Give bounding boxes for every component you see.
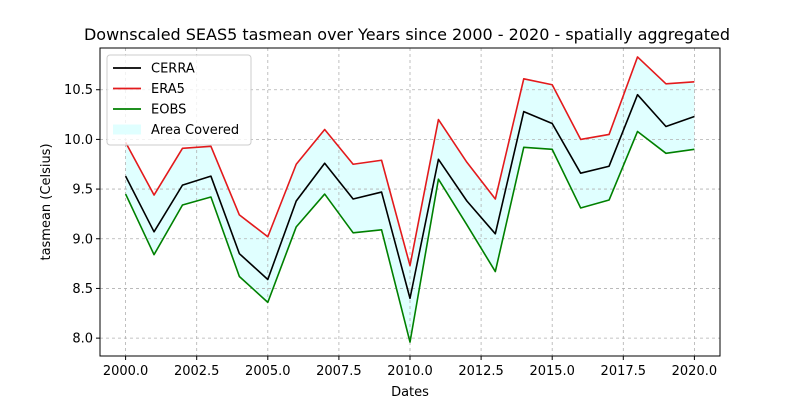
- chart-title: Downscaled SEAS5 tasmean over Years sinc…: [84, 25, 730, 44]
- legend: CERRA ERA5 EOBS Area Covered: [106, 54, 252, 146]
- x-tick-label: 2017.5: [601, 364, 647, 379]
- y-axis-ticks: 8.0 8.5 9.0 9.5 10.0 10.5: [64, 83, 100, 347]
- x-axis-label: Dates: [391, 385, 429, 400]
- series-layer: [124, 56, 695, 343]
- x-axis-ticks: 2000.0 2002.5 2005.0 2007.5 2010.0 2012.5 2015…: [103, 356, 717, 379]
- x-tick-label: 2020.0: [672, 364, 718, 379]
- series-line-eobs: [124, 130, 695, 343]
- legend-label: Area Covered: [151, 123, 239, 138]
- series-line-cerra: [124, 93, 695, 300]
- y-tick-label: 10.5: [64, 83, 93, 98]
- legend-label: ERA5: [151, 82, 185, 97]
- x-tick-label: 2002.5: [174, 364, 220, 379]
- x-tick-label: 2015.0: [529, 364, 575, 379]
- legend-label: CERRA: [151, 62, 195, 77]
- x-tick-label: 2005.0: [245, 364, 291, 379]
- legend-swatch-area-covered: [113, 124, 141, 135]
- y-tick-label: 10.0: [64, 133, 93, 148]
- x-tick-label: 2012.5: [458, 364, 504, 379]
- y-tick-label: 8.5: [72, 282, 93, 297]
- y-tick-label: 9.0: [72, 232, 93, 247]
- x-tick-label: 2000.0: [103, 364, 149, 379]
- legend-box: [106, 54, 252, 146]
- legend-label: EOBS: [151, 103, 186, 118]
- x-tick-label: 2010.0: [387, 364, 433, 379]
- series-line-era5: [124, 56, 695, 267]
- y-tick-label: 9.5: [72, 183, 93, 198]
- y-tick-label: 8.0: [72, 332, 93, 347]
- y-axis-label: tasmean (Celsius): [39, 143, 54, 260]
- x-tick-label: 2007.5: [316, 364, 362, 379]
